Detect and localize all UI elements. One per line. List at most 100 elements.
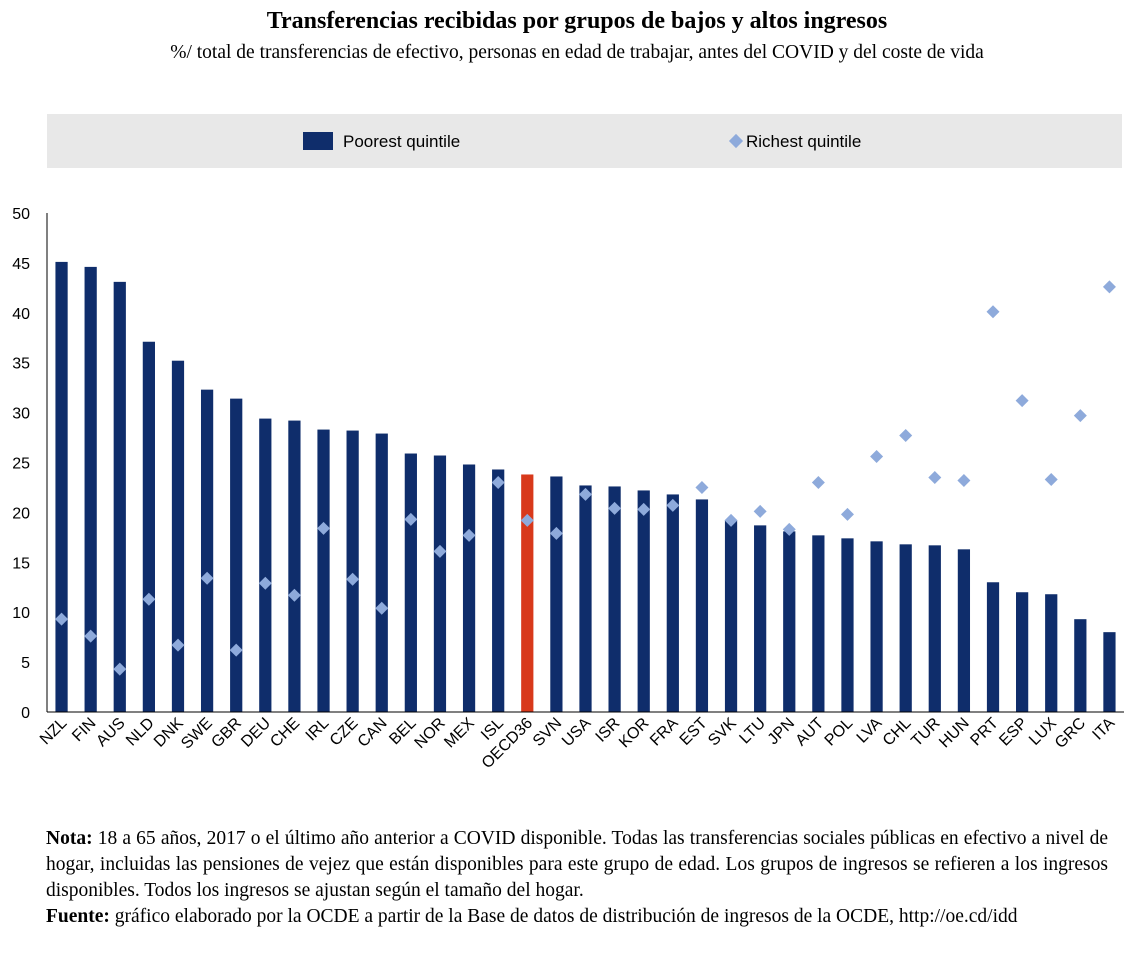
- marker-fin: [84, 629, 98, 643]
- x-tick-label: GRC: [1052, 715, 1089, 752]
- x-tick-label: AUT: [793, 715, 828, 750]
- x-tick-label: NOR: [412, 715, 449, 752]
- bar-lva: [870, 541, 883, 712]
- bar-fin: [84, 266, 97, 712]
- x-tick-label: GBR: [208, 715, 245, 752]
- bar-svn: [550, 476, 563, 712]
- bar-svk: [724, 520, 738, 712]
- marker-cze: [346, 572, 360, 586]
- x-tick-label: SVN: [530, 715, 565, 750]
- marker-oecd36: [520, 513, 534, 527]
- marker-lva: [870, 450, 884, 464]
- bar-irl: [317, 429, 330, 712]
- note-label: Nota:: [46, 828, 93, 849]
- legend-label-richest: Richest quintile: [746, 132, 861, 151]
- x-tick-label: JPN: [765, 715, 798, 748]
- x-tick-label: NZL: [37, 715, 70, 748]
- bar-isl: [492, 469, 505, 712]
- marker-aus: [113, 662, 127, 676]
- bar-oecd36: [521, 474, 534, 712]
- x-tick-label: CHE: [267, 715, 303, 751]
- y-tick-label: 10: [12, 605, 30, 622]
- bar-aus: [113, 281, 126, 712]
- bar-chl: [899, 544, 912, 712]
- chart-note: Nota: 18 a 65 años, 2017 o el último año…: [46, 826, 1108, 930]
- marker-tur: [928, 470, 942, 484]
- chart-subtitle: %/ total de transferencias de efectivo, …: [170, 42, 984, 63]
- bar-gbr: [230, 398, 243, 712]
- bar-swe: [200, 389, 214, 712]
- x-tick-label: HUN: [936, 715, 973, 752]
- bar-nor: [433, 455, 447, 712]
- bar-can: [375, 433, 388, 712]
- bar-kor: [637, 490, 650, 712]
- bar-fra: [666, 494, 679, 712]
- legend-swatch-poorest: [303, 132, 333, 150]
- x-tick-label: POL: [822, 715, 857, 750]
- x-tick-label: USA: [559, 715, 595, 751]
- x-tick-label: NLD: [123, 715, 158, 750]
- source-label: Fuente:: [46, 906, 110, 927]
- marker-deu: [258, 576, 272, 590]
- x-tick-label: FRA: [647, 715, 682, 750]
- x-tick-label: LTU: [736, 715, 769, 748]
- bar-aut: [812, 535, 825, 712]
- bar-mex: [462, 464, 476, 712]
- marker-isl: [491, 475, 505, 489]
- bar-ita: [1103, 632, 1116, 712]
- bar-grc: [1074, 619, 1087, 712]
- legend-background: [47, 114, 1122, 168]
- marker-swe: [200, 571, 214, 585]
- y-tick-label: 0: [21, 705, 30, 722]
- marker-hun: [957, 473, 971, 487]
- bar-jpn: [783, 531, 796, 712]
- bar-esp: [1016, 592, 1029, 712]
- note-text: 18 a 65 años, 2017 o el último año anter…: [46, 828, 1109, 901]
- x-tick-label: MEX: [441, 715, 478, 752]
- marker-aut: [811, 475, 825, 489]
- marker-kor: [637, 502, 651, 516]
- bar-ltu: [754, 525, 767, 712]
- marker-chl: [899, 429, 913, 443]
- bar-tur: [928, 545, 941, 712]
- plot-area: 05101520253035404550NZLFINAUSNLDDNKSWEGB…: [12, 206, 1124, 772]
- marker-che: [287, 588, 301, 602]
- x-tick-label: PRT: [967, 715, 1002, 750]
- marker-svn: [549, 526, 563, 540]
- marker-est: [695, 480, 709, 494]
- bar-cze: [346, 430, 359, 712]
- marker-esp: [1015, 394, 1029, 408]
- marker-ita: [1102, 280, 1116, 294]
- y-tick-label: 35: [12, 356, 30, 373]
- bar-est: [695, 499, 709, 712]
- x-tick-label: ESP: [996, 715, 1031, 750]
- x-tick-label: SVK: [705, 715, 740, 750]
- bar-hun: [957, 549, 971, 712]
- x-tick-label: CHL: [880, 715, 915, 750]
- bar-nzl: [55, 261, 68, 712]
- y-tick-label: 40: [12, 306, 30, 323]
- y-tick-label: 25: [12, 456, 30, 473]
- x-tick-label: AUS: [93, 715, 128, 750]
- marker-nzl: [55, 612, 69, 626]
- bar-usa: [579, 485, 592, 712]
- marker-isr: [608, 501, 622, 515]
- y-tick-label: 30: [12, 406, 30, 423]
- marker-irl: [317, 521, 331, 535]
- x-tick-label: KOR: [616, 715, 653, 752]
- bar-pol: [841, 538, 854, 712]
- bar-isr: [608, 486, 621, 712]
- marker-gbr: [229, 643, 243, 657]
- bar-bel: [404, 453, 417, 712]
- marker-fra: [666, 498, 680, 512]
- bar-che: [288, 420, 301, 712]
- marker-can: [375, 601, 389, 615]
- chart-title: Transferencias recibidas por grupos de b…: [266, 8, 888, 34]
- marker-svk: [724, 513, 738, 527]
- marker-mex: [462, 528, 476, 542]
- chart-area: Poorest quintile Richest quintile 0 5 10 15…: [12, 114, 1124, 772]
- legend-marker-richest: [728, 133, 744, 149]
- y-tick-label: 45: [12, 256, 30, 273]
- x-tick-label: TUR: [908, 715, 943, 750]
- marker-grc: [1073, 409, 1087, 423]
